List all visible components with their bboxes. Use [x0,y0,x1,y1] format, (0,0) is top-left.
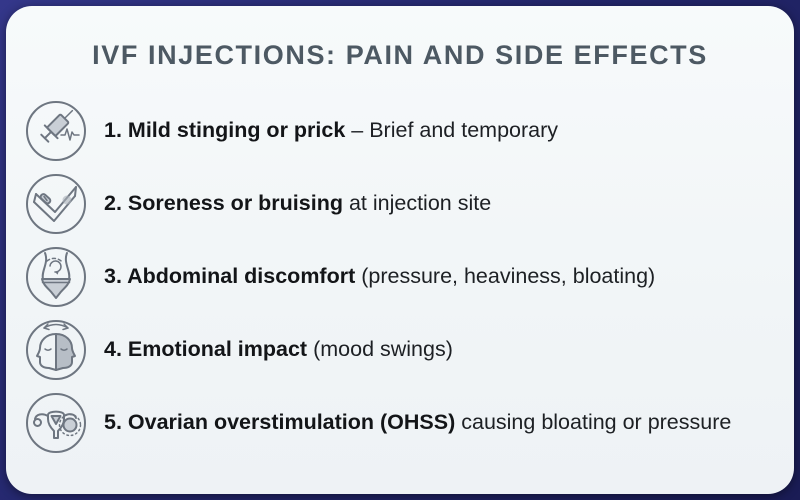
item-text: 1. Mild stinging or prick – Brief and te… [104,118,558,143]
item-rest-text: (mood swings) [307,337,453,361]
abdomen-swirl-icon [24,245,88,309]
item-rest-text: (pressure, heaviness, bloating) [355,264,656,288]
item-rest-text: – Brief and temporary [345,118,559,142]
infographic-card: IVF INJECTIONS: PAIN AND SIDE EFFECTS [6,6,794,494]
mood-swings-icon [24,318,88,382]
uterus-ohss-icon [24,391,88,455]
item-text: 4. Emotional impact (mood swings) [104,337,453,362]
page-title: IVF INJECTIONS: PAIN AND SIDE EFFECTS [92,40,708,70]
item-bold-text: 4. Emotional impact [104,337,308,361]
list-item: 2. Soreness or bruising at injection sit… [6,167,794,240]
item-text: 2. Soreness or bruising at injection sit… [104,191,491,216]
arm-bruise-icon [24,172,88,236]
item-bold-text: 5. Ovarian overstimulation (OHSS) [104,410,456,434]
item-rest-text: causing bloating or pressure [455,410,732,434]
list-item: 4. Emotional impact (mood swings) [6,313,794,386]
item-rest-text: at injection site [342,191,492,215]
item-text: 5. Ovarian overstimulation (OHSS) causin… [104,410,731,435]
item-bold-text: 1. Mild stinging or prick [104,118,346,142]
list-item: 3. Abdominal discomfort (pressure, heavi… [6,240,794,313]
item-text: 3. Abdominal discomfort (pressure, heavi… [104,264,655,289]
list-item: 5. Ovarian overstimulation (OHSS) causin… [6,386,794,459]
side-effects-list: 1. Mild stinging or prick – Brief and te… [6,94,794,494]
list-item: 1. Mild stinging or prick – Brief and te… [6,94,794,167]
syringe-icon [24,99,88,163]
item-bold-text: 2. Soreness or bruising [104,191,343,215]
item-bold-text: 3. Abdominal discomfort [104,264,356,288]
